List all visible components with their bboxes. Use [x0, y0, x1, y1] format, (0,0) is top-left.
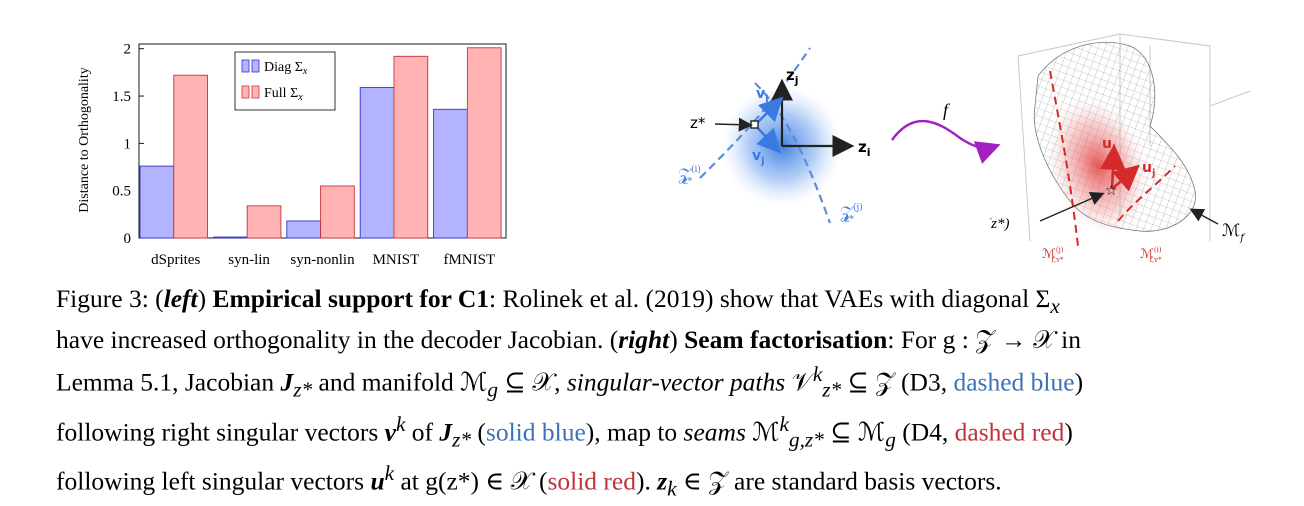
bar-diag-fmnist	[433, 108, 468, 239]
label-f-z-star: f(z*)	[990, 216, 1010, 232]
label-z-i: zi	[858, 138, 871, 159]
label-map-f: f	[943, 100, 951, 120]
seam-i-dashed	[1117, 165, 1176, 222]
decoder-manifold-surface: ☆ ui uj f(z*) ℳf ℳ(j)f,v* ℳ(i)f,v*	[990, 33, 1251, 264]
label-u-i: ui	[1102, 136, 1115, 155]
label-v-j: vj	[752, 148, 765, 167]
caption-dashed-red: dashed red	[954, 417, 1065, 447]
caption-line-1: Figure 3: (left) Empirical support for C…	[56, 284, 1060, 319]
bar-full-mnist	[393, 55, 429, 239]
map-f-arrow	[891, 119, 1001, 164]
bar-full-fmnist	[466, 47, 502, 239]
label-u-j: uj	[1142, 160, 1155, 179]
y-tick-label: 1.5	[112, 89, 131, 105]
bar-diag-mnist	[359, 87, 395, 239]
chart-bars	[139, 47, 502, 239]
label-z-j: zj	[786, 66, 799, 87]
y-tick-label: 0	[124, 231, 132, 247]
z-star-point	[750, 120, 759, 129]
path-j-dashed	[754, 82, 832, 224]
orthogonality-bar-chart: 0 0.5 1 1.5 2 dSprites syn-lin syn-nonlin MNIST f…	[77, 42, 507, 268]
caption-left: left	[163, 284, 198, 313]
caption-line-5: following left singular vectors uk at g(…	[56, 461, 1002, 501]
caption-seam: Seam factorisation	[684, 325, 888, 355]
caption-line-2: have increased orthogonality in the deco…	[56, 325, 1082, 355]
legend-label-diag: Diag Σx	[264, 60, 308, 77]
caption-solid-blue: solid blue	[485, 417, 586, 447]
figure-caption: Figure 3: (left) Empirical support for C…	[56, 282, 1246, 506]
bar-diag-syn-nonlin	[286, 220, 322, 239]
caption-dashed-blue: dashed blue	[953, 367, 1075, 397]
caption-c1: Empirical support for C1	[212, 284, 490, 313]
bar-full-syn-nonlin	[320, 185, 355, 239]
seam-j-dashed	[1049, 70, 1079, 247]
f-z-star-pointer	[1039, 192, 1105, 222]
x-tick-label: syn-lin	[228, 252, 270, 268]
label-v-i: vi	[756, 86, 769, 105]
vector-vj-arrow	[754, 124, 782, 154]
label-path-i: 𝒵(i) z*	[678, 164, 701, 187]
bar-diag-syn-lin	[212, 236, 248, 239]
chart-legend: Diag Σx Full Σx	[234, 51, 336, 111]
caption-solid-red: solid red	[547, 466, 636, 496]
bar-diag-dsprites	[139, 165, 175, 239]
bar-full-syn-lin	[246, 205, 282, 239]
legend-swatch-diag-2	[251, 59, 260, 73]
y-tick-label: 2	[124, 42, 132, 58]
legend-label-full: Full Σx	[264, 86, 303, 103]
caption-line-3: Lemma 5.1, Jacobian Jz* and manifold ℳg …	[56, 362, 1084, 402]
x-tick-label: fMNIST	[443, 252, 495, 268]
y-tick-label: 0.5	[112, 184, 131, 200]
label-seam-i: ℳ(i) f,v*	[1140, 246, 1162, 264]
x-tick-label: MNIST	[373, 252, 420, 268]
legend-swatch-full-2	[251, 85, 260, 99]
caption-line-4: following right singular vectors vk of J…	[56, 411, 1073, 452]
y-axis-label: Distance to Orthogonality	[77, 67, 92, 212]
latent-space-diagram: z* zj zi vi vj 𝒵(i) z* 𝒵(j) z* f	[678, 47, 1001, 225]
f-z-star-point: ☆	[1105, 183, 1118, 199]
legend-swatch-diag	[241, 59, 250, 73]
y-tick-label: 1	[124, 136, 132, 152]
label-seam-j: ℳ(j) f,v*	[1042, 246, 1064, 264]
label-manifold: ℳf	[1222, 221, 1246, 244]
manifold-pointer	[1189, 208, 1219, 225]
x-tick-label: dSprites	[151, 252, 200, 268]
vector-vi-arrow	[754, 96, 784, 126]
legend-swatch-full	[241, 85, 250, 99]
label-path-j: 𝒵(j) z*	[840, 202, 863, 225]
chart-ticks: 0 0.5 1 1.5 2 dSprites syn-lin syn-nonlin MNIST f…	[112, 42, 495, 268]
x-tick-label: syn-nonlin	[290, 252, 355, 268]
z-star-pointer	[714, 117, 753, 132]
caption-right: right	[618, 325, 670, 355]
vector-uj-arrow	[1111, 164, 1140, 192]
label-z-star: z*	[690, 114, 706, 132]
bar-full-dsprites	[173, 74, 208, 239]
